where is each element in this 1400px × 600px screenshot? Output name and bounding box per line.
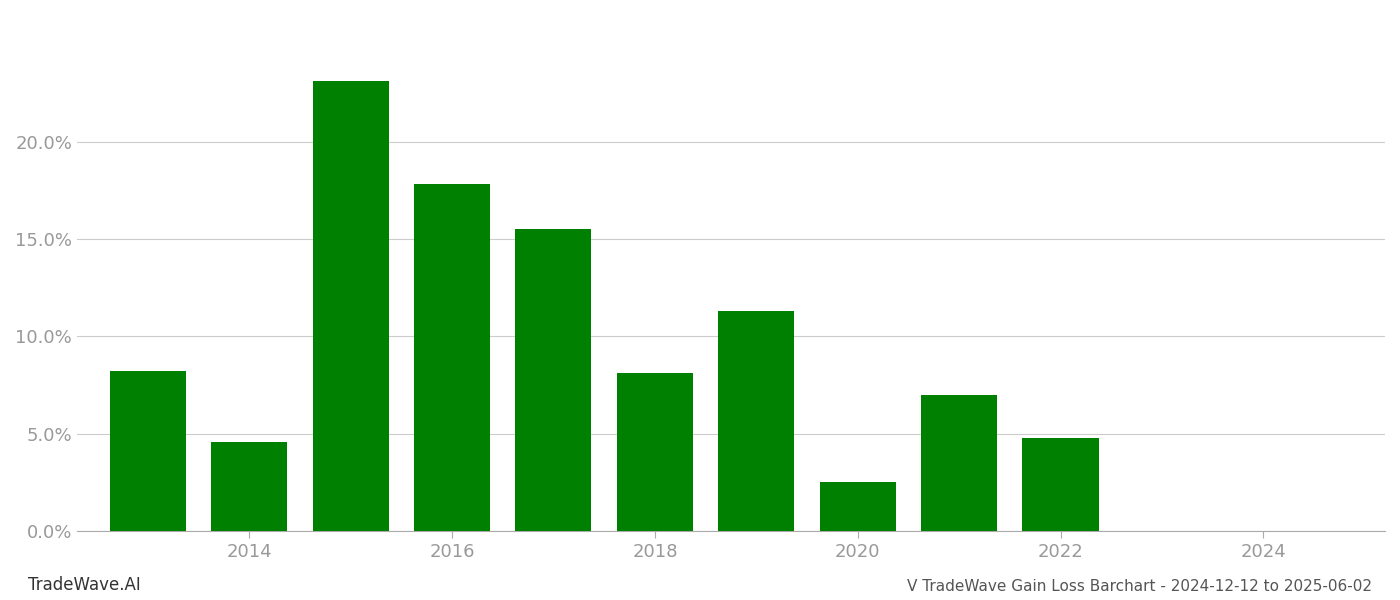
Bar	[312, 81, 389, 531]
Bar	[211, 442, 287, 531]
Text: TradeWave.AI: TradeWave.AI	[28, 576, 141, 594]
Bar	[921, 395, 997, 531]
Bar	[109, 371, 186, 531]
Bar	[515, 229, 591, 531]
Bar	[819, 482, 896, 531]
Bar	[1022, 437, 1099, 531]
Bar	[617, 373, 693, 531]
Text: V TradeWave Gain Loss Barchart - 2024-12-12 to 2025-06-02: V TradeWave Gain Loss Barchart - 2024-12…	[907, 579, 1372, 594]
Bar	[718, 311, 794, 531]
Bar	[414, 184, 490, 531]
